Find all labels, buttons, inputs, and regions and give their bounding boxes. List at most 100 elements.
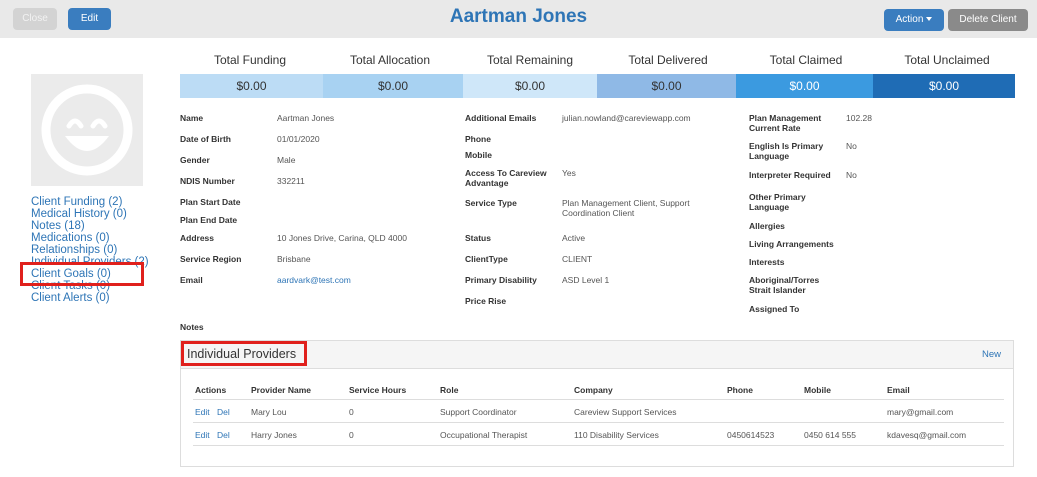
detail-value-client-type: CLIENT <box>562 254 593 264</box>
col-header-email: Email <box>887 385 910 395</box>
fin-header-allocation: Total Allocation <box>349 53 431 67</box>
fin-header-funding: Total Funding <box>213 53 287 67</box>
detail-label-gender: Gender <box>180 155 210 165</box>
sidebar-highlight-box <box>20 262 144 286</box>
detail-value-primary-disability: ASD Level 1 <box>562 275 610 285</box>
provider-email: mary@gmail.com <box>887 407 954 417</box>
financial-values: $0.00 $0.00 $0.00 $0.00 $0.00 $0.00 <box>180 74 1015 98</box>
detail-value-service-type: Plan Management Client, Support Coordinat… <box>562 198 690 218</box>
panel-title-highlight-box <box>181 341 307 366</box>
avatar <box>31 74 143 186</box>
detail-label-interests: Interests <box>749 257 785 267</box>
detail-label-client-type: ClientType <box>465 254 508 264</box>
detail-label-plan-end: Plan End Date <box>180 215 238 225</box>
fin-value-allocation: $0.00 <box>323 74 463 98</box>
detail-label-plan-start: Plan Start Date <box>180 197 241 207</box>
detail-label-assigned-to: Assigned To <box>749 304 800 314</box>
detail-label-other-language: Other Primary Language <box>749 192 806 212</box>
detail-value-ndis: 332211 <box>277 176 305 186</box>
detail-value-careview-access: Yes <box>562 168 576 178</box>
provider-role: Occupational Therapist <box>440 430 528 440</box>
sidebar-item-client-alerts[interactable]: Client Alerts (0) <box>31 292 110 304</box>
col-header-provider-name: Provider Name <box>251 385 311 395</box>
sidebar-item-relationships[interactable]: Relationships (0) <box>31 244 118 256</box>
detail-label-service-region: Service Region <box>180 254 242 264</box>
detail-value-service-region: Brisbane <box>277 254 311 264</box>
provider-hours: 0 <box>349 407 354 417</box>
fin-value-unclaimed: $0.00 <box>873 74 1015 98</box>
detail-label-price-rise: Price Rise <box>465 296 507 306</box>
fin-value-funding: $0.00 <box>180 74 323 98</box>
edit-provider-link[interactable]: Edit <box>195 407 210 417</box>
new-provider-link[interactable]: New <box>981 349 1001 360</box>
detail-label-living-arrangements: Living Arrangements <box>749 239 834 249</box>
detail-label-mobile: Mobile <box>465 150 492 160</box>
sidebar-item-client-goals[interactable]: Client Goals (0) <box>31 268 111 280</box>
delete-provider-link[interactable]: Del <box>217 407 230 417</box>
financial-headers: Total Funding Total Allocation Total Rem… <box>180 53 1015 69</box>
action-dropdown-button[interactable]: Action <box>884 9 944 31</box>
detail-label-ndis: NDIS Number <box>180 176 235 186</box>
detail-label-interpreter: Interpreter Required <box>749 170 831 180</box>
sidebar-item-medications[interactable]: Medications (0) <box>31 232 110 244</box>
detail-value-address: 10 Jones Drive, Carina, QLD 4000 <box>277 233 407 243</box>
col-header-company: Company <box>574 385 613 395</box>
smiley-face-icon <box>41 84 133 176</box>
row-divider <box>193 422 1004 423</box>
detail-value-dob: 01/01/2020 <box>277 134 320 144</box>
provider-role: Support Coordinator <box>440 407 517 417</box>
detail-value-email-link[interactable]: aardvark@test.com <box>277 275 351 285</box>
provider-email: kdavesq@gmail.com <box>887 430 967 440</box>
page-title: Aartman Jones <box>449 6 588 27</box>
top-bar <box>0 0 1037 38</box>
detail-label-additional-emails: Additional Emails <box>465 113 537 123</box>
action-label: Action <box>895 14 924 25</box>
fin-header-remaining: Total Remaining <box>486 53 574 67</box>
detail-label-plan-mgmt-rate: Plan Management Current Rate <box>749 113 822 133</box>
notes-label: Notes <box>180 322 204 332</box>
row-divider <box>193 445 1004 446</box>
col-header-role: Role <box>440 385 459 395</box>
provider-name: Mary Lou <box>251 407 287 417</box>
fin-header-claimed: Total Claimed <box>769 53 843 67</box>
provider-company: 110 Disability Services <box>574 430 659 440</box>
detail-label-careview-access: Access To Careview Advantage <box>465 168 547 188</box>
provider-phone: 0450614523 <box>727 430 775 440</box>
detail-value-plan-mgmt-rate: 102.28 <box>846 113 872 123</box>
sidebar-nav: Client Funding (2) Medical History (0) N… <box>31 196 149 304</box>
sidebar-item-medical-history[interactable]: Medical History (0) <box>31 208 127 220</box>
delete-client-button[interactable]: Delete Client <box>948 9 1028 31</box>
provider-hours: 0 <box>349 430 354 440</box>
col-header-phone: Phone <box>727 385 753 395</box>
edit-button[interactable]: Edit <box>68 8 111 30</box>
panel-title: Individual Providers <box>187 347 297 361</box>
caret-down-icon <box>926 17 933 22</box>
sidebar-item-notes[interactable]: Notes (18) <box>31 220 85 232</box>
detail-label-service-type: Service Type <box>465 198 517 208</box>
detail-label-email: Email <box>180 275 203 285</box>
edit-provider-link[interactable]: Edit <box>195 430 210 440</box>
provider-mobile: 0450 614 555 <box>804 430 856 440</box>
detail-label-aboriginal: Aboriginal/Torres Strait Islander <box>749 275 820 295</box>
fin-value-remaining: $0.00 <box>463 74 597 98</box>
provider-name: Harry Jones <box>251 430 297 440</box>
detail-label-name: Name <box>180 113 204 123</box>
detail-label-primary-disability: Primary Disability <box>465 275 537 285</box>
detail-label-dob: Date of Birth <box>180 134 231 144</box>
header-divider <box>193 399 1004 400</box>
fin-value-claimed: $0.00 <box>736 74 873 98</box>
sidebar-item-client-funding[interactable]: Client Funding (2) <box>31 196 123 208</box>
detail-label-status: Status <box>465 233 491 243</box>
provider-company: Careview Support Services <box>574 407 677 417</box>
fin-value-delivered: $0.00 <box>597 74 736 98</box>
detail-value-status: Active <box>562 233 586 243</box>
close-button[interactable]: Close <box>13 8 57 30</box>
delete-provider-link[interactable]: Del <box>217 430 230 440</box>
detail-label-address: Address <box>180 233 215 243</box>
detail-value-english-primary: No <box>846 141 857 151</box>
col-header-mobile: Mobile <box>804 385 831 395</box>
fin-header-delivered: Total Delivered <box>628 53 708 67</box>
individual-providers-panel: Individual Providers New Actions Provide… <box>180 340 1014 467</box>
detail-label-phone: Phone <box>465 134 491 144</box>
detail-value-gender: Male <box>277 155 296 165</box>
